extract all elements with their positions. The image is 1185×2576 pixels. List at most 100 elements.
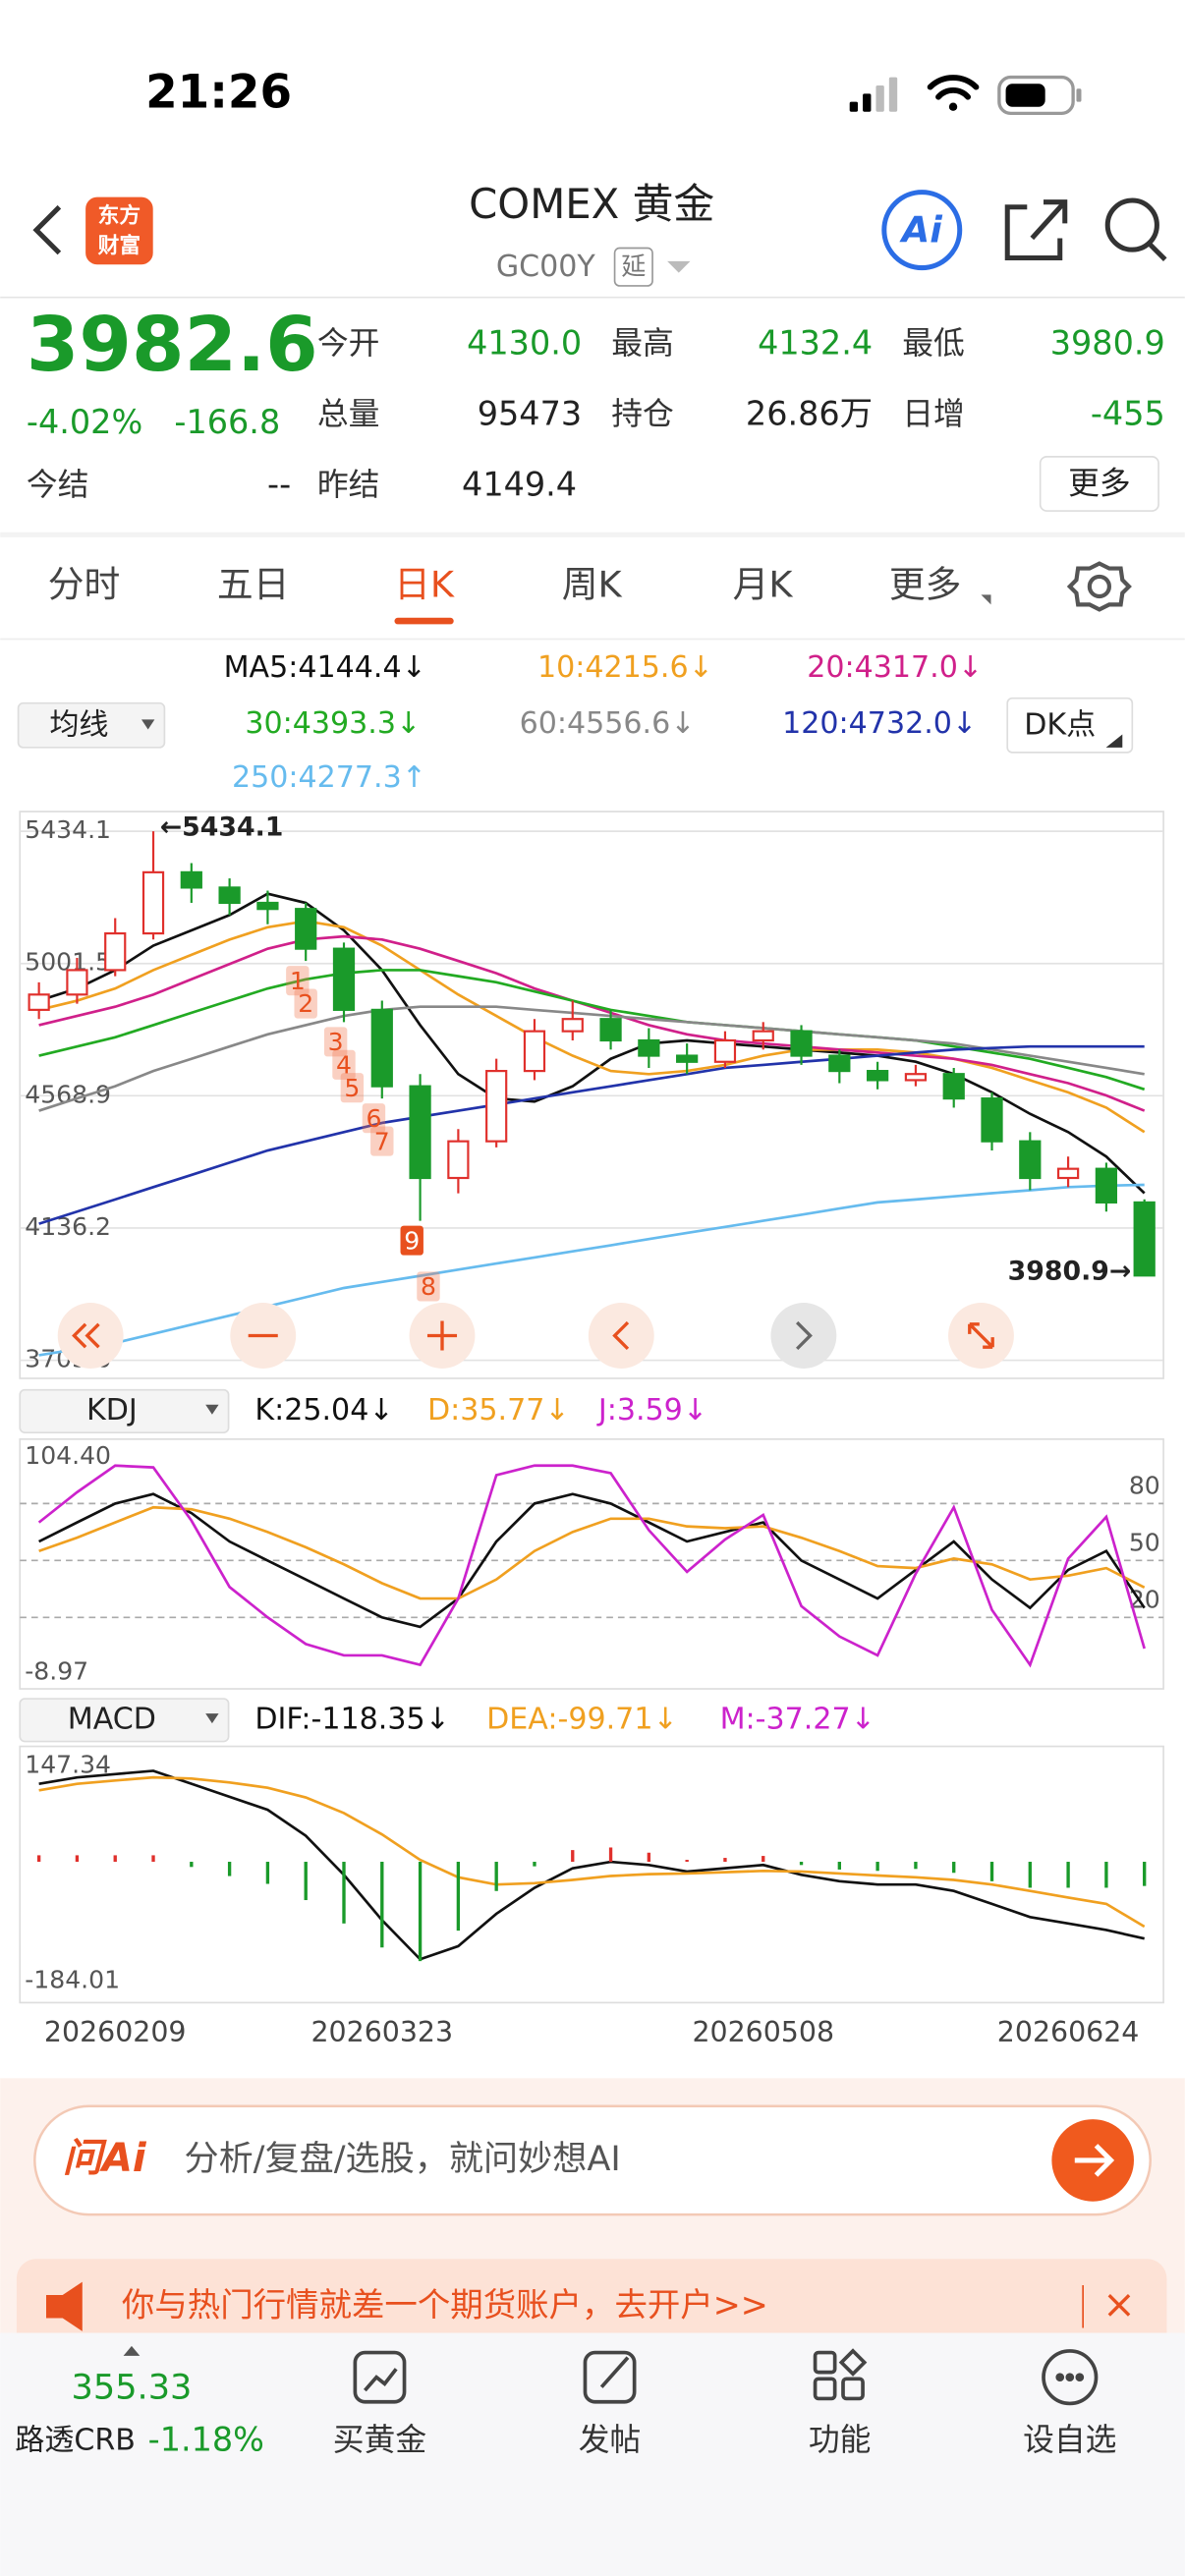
icon — [583, 2350, 637, 2404]
instrument-code: GC00Y — [496, 250, 596, 284]
legend-entry: K:25.04↓ — [254, 1393, 393, 1428]
candle-body — [904, 1073, 928, 1082]
legend-entry: D:35.77↓ — [427, 1393, 570, 1428]
icon — [353, 2350, 407, 2404]
nav-item[interactable]: 买黄金 — [333, 2423, 426, 2458]
tab[interactable]: 月K — [733, 563, 794, 605]
dropdown-arrow[interactable] — [667, 260, 691, 273]
share-button[interactable] — [1004, 199, 1068, 261]
kdj-frame — [19, 1438, 1164, 1690]
field-label: 最低 — [902, 326, 965, 362]
ma-selector[interactable] — [17, 701, 166, 749]
tab[interactable]: 周K — [562, 563, 623, 605]
dk-label: 6 — [366, 1104, 381, 1133]
candle-body — [28, 993, 50, 1011]
dk-button-label[interactable]: DK点 — [1024, 708, 1096, 743]
candle-body — [561, 1018, 584, 1033]
zoom-left-button[interactable] — [57, 1303, 124, 1369]
macd-selector-label[interactable]: MACD — [68, 1702, 156, 1736]
change-percent: -4.02% — [27, 403, 142, 441]
icon — [813, 2377, 837, 2401]
macd-selector[interactable] — [19, 1698, 230, 1743]
field-value: 26.86万 — [746, 395, 873, 433]
nav-item[interactable]: 设自选 — [1023, 2423, 1116, 2458]
tab[interactable]: 分时 — [48, 563, 121, 605]
field-label: 今开 — [317, 326, 380, 362]
tab[interactable]: 更多 — [889, 563, 962, 605]
field-value: 95473 — [478, 395, 582, 433]
index-change[interactable]: -1.18% — [148, 2420, 264, 2458]
bottom-nav — [0, 2332, 1185, 2576]
x-tick-label: 20260624 — [997, 2016, 1140, 2048]
expand-arrow[interactable] — [123, 2345, 141, 2356]
logo-text: 财富 — [98, 233, 141, 258]
dk-label: 2 — [298, 989, 313, 1018]
ai-button[interactable]: Ai — [881, 190, 963, 271]
period-tabs: 分时 五日 日K 周K 月K 更多 — [48, 563, 962, 625]
candle-body — [828, 1054, 851, 1073]
indicator-line — [38, 920, 1146, 1134]
dk-label: 1 — [290, 967, 306, 995]
more-button-label[interactable]: 更多 — [1068, 466, 1131, 501]
tag-box — [613, 247, 653, 287]
more-button[interactable] — [1039, 456, 1159, 512]
macd-frame — [19, 1745, 1164, 2004]
dropdown-arrow — [205, 1404, 219, 1415]
x-tick-label: 20260209 — [44, 2016, 187, 2048]
nav-icons — [353, 2348, 1099, 2406]
dk-marker — [400, 1225, 423, 1256]
icon — [599, 2356, 630, 2388]
chart-controls — [57, 1303, 1014, 1369]
candle-body — [752, 1030, 774, 1042]
field-label: 今结 — [27, 468, 89, 503]
banner-close[interactable]: × — [1102, 2282, 1136, 2327]
kdj-selector-label[interactable]: KDJ — [86, 1393, 138, 1428]
dk-button[interactable] — [1006, 697, 1134, 754]
field-label: 日增 — [902, 397, 965, 432]
y-tick-label: 4568.9 — [25, 1080, 111, 1108]
ai-placeholder[interactable]: 分析/复盘/选股，就问妙想AI — [184, 2139, 620, 2179]
tab[interactable]: 五日 — [217, 563, 290, 605]
candle-body — [485, 1070, 508, 1143]
legend-entry: 250:4277.3↑ — [232, 760, 426, 795]
candle-body — [1056, 1167, 1080, 1180]
candle-body — [599, 1018, 622, 1042]
dropdown-arrow — [141, 719, 155, 730]
search-button[interactable] — [1104, 197, 1167, 261]
app-logo — [85, 196, 153, 265]
nav-item[interactable]: 发帖 — [579, 2423, 642, 2458]
icon — [364, 2368, 398, 2392]
icon — [1074, 2144, 1115, 2177]
candle-body — [332, 947, 356, 1011]
icon — [1065, 2373, 1075, 2382]
indicator-line — [38, 969, 1146, 1092]
level-label: 50 — [1129, 1529, 1160, 1557]
banner[interactable] — [16, 2259, 1167, 2358]
next-button[interactable] — [770, 1303, 837, 1369]
banner-text[interactable]: 你与热门行情就差一个期货账户，去开户>> — [122, 2285, 768, 2324]
index-value[interactable]: 355.33 — [72, 2367, 193, 2407]
logo-text: 东方 — [98, 203, 141, 229]
candle-body — [409, 1085, 431, 1180]
macd-chart: 147.34 -184.01 — [25, 1751, 1147, 1994]
index-name[interactable]: 路透CRB — [15, 2423, 136, 2457]
back-button[interactable] — [32, 204, 62, 255]
candle-body — [713, 1038, 737, 1063]
nav-item[interactable]: 功能 — [809, 2423, 872, 2458]
field-label: 最高 — [611, 326, 674, 362]
candle-body — [218, 886, 241, 905]
tab-indicator — [394, 617, 454, 625]
prev-button[interactable] — [588, 1303, 654, 1369]
tab[interactable]: 日K — [394, 563, 455, 605]
dk-marker — [332, 1049, 356, 1080]
ma-selector-label[interactable]: 均线 — [49, 708, 108, 743]
settings-button[interactable] — [1066, 561, 1132, 612]
field-label: 总量 — [317, 397, 380, 432]
field-value: 4132.4 — [758, 324, 873, 363]
field-value: 3980.9 — [1050, 324, 1165, 363]
kdj-selector[interactable] — [19, 1388, 230, 1433]
ai-input[interactable] — [33, 2104, 1152, 2216]
field-value: 4130.0 — [467, 324, 582, 363]
icon — [841, 2377, 865, 2401]
legend-entry: 20:4317.0↓ — [807, 650, 983, 685]
